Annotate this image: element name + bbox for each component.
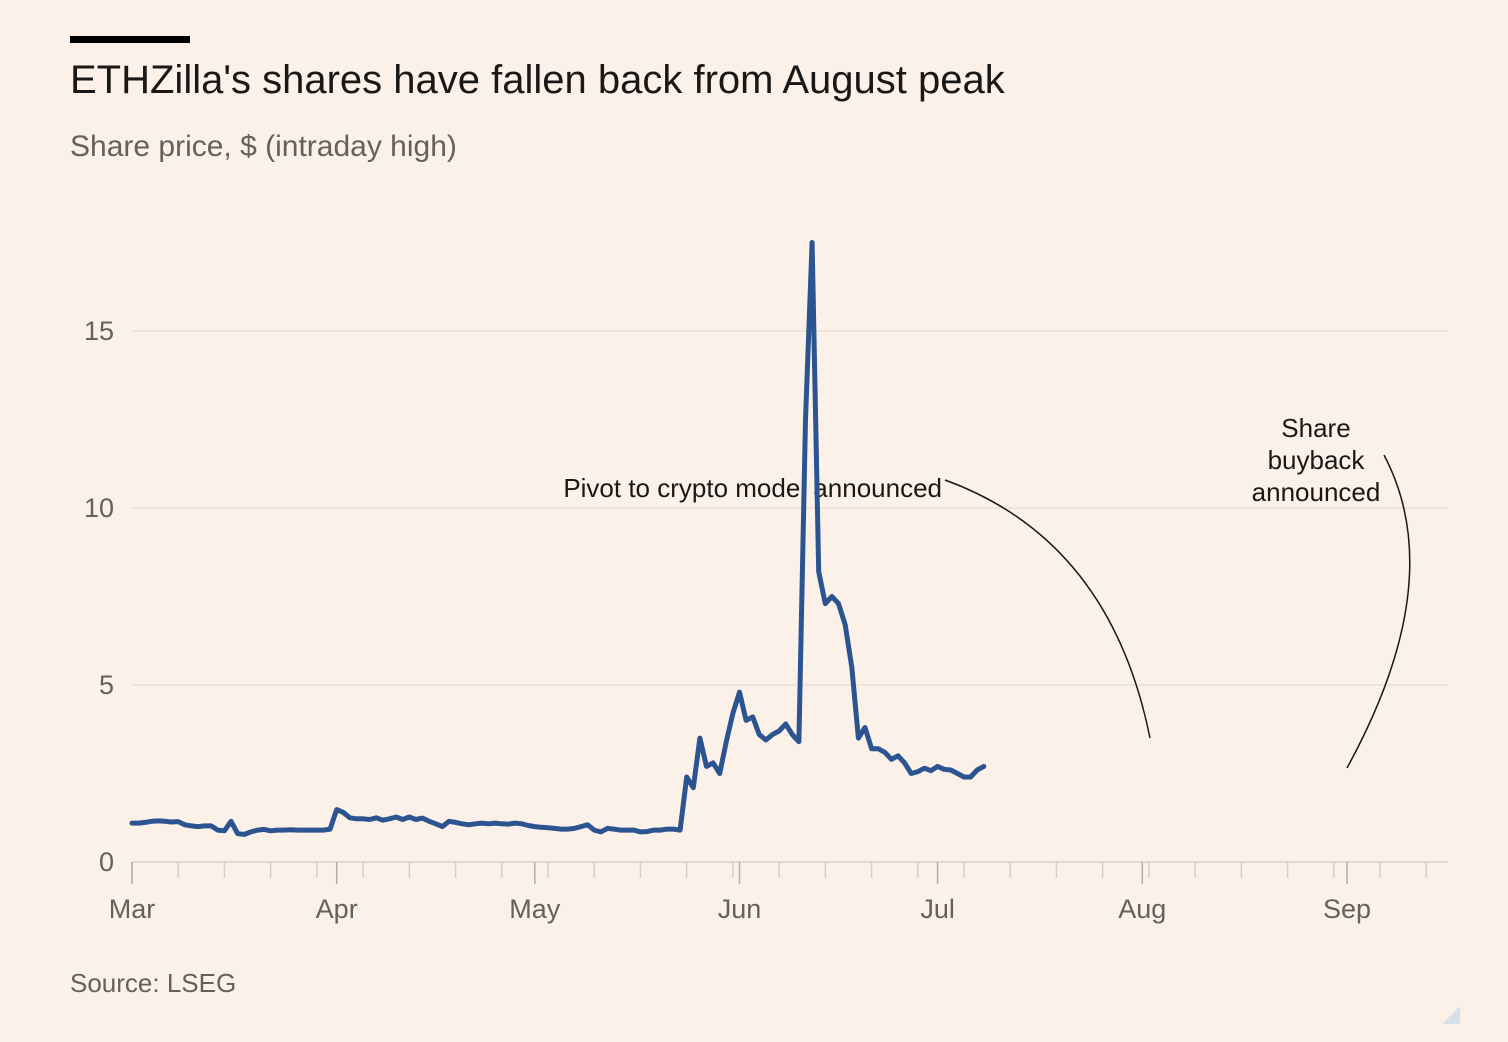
chart-subtitle: Share price, $ (intraday high)	[70, 130, 457, 163]
top-rule	[70, 36, 190, 43]
y-axis-ticks: 0 5 10 15	[84, 316, 114, 877]
x-tick-label: Jun	[718, 894, 762, 924]
x-tick-label: Apr	[316, 894, 358, 924]
annotations: Pivot to crypto model announced Share bu…	[563, 413, 1411, 769]
pivot-annotation-leader	[944, 479, 1151, 739]
buyback-annotation-leader	[1346, 454, 1411, 769]
series-line	[129, 240, 987, 837]
pivot-annotation: Pivot to crypto model announced	[563, 473, 942, 503]
y-tick-label: 0	[99, 847, 114, 877]
x-tick-label: Mar	[109, 894, 156, 924]
y-tick-label: 10	[84, 493, 114, 523]
chart-title: ETHZilla's shares have fallen back from …	[70, 58, 1005, 102]
buyback-annotation-line-1: Share	[1281, 413, 1350, 443]
x-tick-label: Aug	[1118, 894, 1166, 924]
series-layer	[129, 240, 987, 837]
x-axis: Mar Apr May Jun Jul Aug Sep	[109, 861, 1448, 924]
x-tick-label: Jul	[920, 894, 955, 924]
buyback-annotation-line-2: buyback	[1268, 445, 1366, 475]
gridlines	[132, 330, 1448, 686]
buyback-annotation-line-3: announced	[1252, 477, 1381, 507]
source-note: Source: LSEG	[70, 968, 237, 998]
x-tick-label: Sep	[1323, 894, 1371, 924]
corner-mark	[1442, 1006, 1460, 1024]
y-tick-label: 5	[99, 670, 114, 700]
x-tick-label: May	[509, 894, 561, 924]
y-tick-label: 15	[84, 316, 114, 346]
